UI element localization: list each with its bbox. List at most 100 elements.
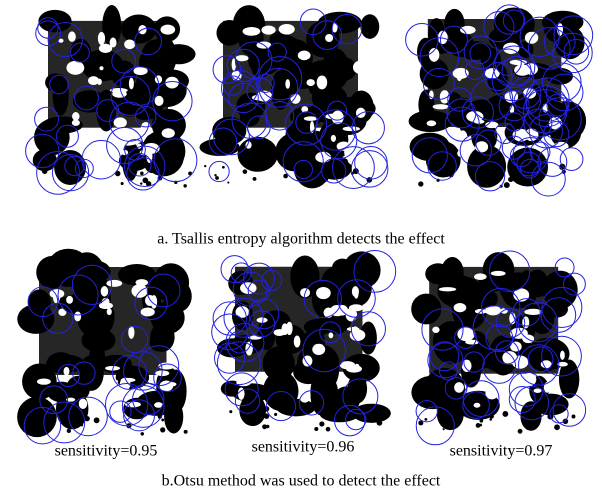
top-caption: a. Tsallis entropy algorithm detects the…: [157, 231, 445, 248]
detected-circle: [454, 326, 477, 349]
detected-circle: [502, 9, 526, 33]
detected-circle: [512, 298, 541, 327]
highlight: [97, 31, 106, 46]
highlight: [66, 295, 73, 304]
detected-circle: [248, 310, 276, 338]
detected-circle: [224, 372, 259, 407]
detected-circle: [121, 385, 165, 428]
detected-circle: [482, 350, 517, 384]
grape-image: [211, 250, 397, 437]
detected-circle: [57, 274, 99, 316]
detected-circle: [543, 120, 570, 148]
speckle: [227, 181, 230, 184]
detected-circle: [345, 408, 367, 431]
detected-circle: [211, 313, 248, 351]
highlight: [113, 117, 127, 128]
detected-circle: [514, 385, 550, 421]
detected-circle: [111, 48, 137, 74]
speckle: [60, 175, 64, 179]
detected-circle: [124, 138, 146, 161]
detected-circle: [282, 141, 324, 183]
detected-circle: [494, 48, 522, 76]
grape-blob: [359, 321, 377, 355]
highlight: [510, 341, 522, 352]
sensitivity-label: sensitivity=0.95: [55, 443, 158, 460]
highlight: [106, 279, 123, 287]
highlight: [133, 66, 148, 76]
detected-circle: [119, 66, 160, 106]
detected-circle: [70, 42, 90, 63]
detected-circle: [444, 376, 468, 400]
detected-circle: [132, 382, 165, 416]
highlight: [160, 24, 176, 35]
grape-blob: [352, 403, 391, 423]
highlight: [346, 365, 362, 373]
highlight: [439, 90, 450, 104]
detected-circle: [494, 4, 525, 35]
detected-circle: [469, 42, 492, 65]
detected-circle: [212, 55, 242, 84]
highlight: [235, 55, 249, 62]
detected-circle: [230, 262, 252, 284]
detected-circle: [541, 286, 583, 328]
highlight: [281, 323, 289, 336]
detected-circle: [213, 118, 250, 156]
highlight: [509, 59, 527, 66]
speckle: [204, 164, 207, 168]
detected-circle: [64, 155, 85, 177]
detected-circle: [243, 262, 275, 295]
speckle: [252, 177, 257, 181]
speckle: [503, 182, 510, 189]
highlight: [560, 350, 565, 360]
highlight: [316, 286, 331, 300]
detected-circle: [427, 151, 457, 181]
detected-circle: [462, 380, 500, 418]
speckle: [283, 173, 288, 179]
highlight: [543, 381, 551, 393]
highlight: [432, 104, 449, 110]
highlight: [352, 60, 368, 75]
detected-circle: [419, 37, 460, 78]
detected-circle: [327, 100, 348, 121]
detected-circle: [337, 279, 376, 318]
speckle: [508, 176, 514, 183]
highlight: [303, 116, 318, 121]
grape-blob: [507, 147, 549, 187]
detected-circle: [152, 80, 193, 122]
detected-circle: [545, 73, 584, 112]
highlight: [72, 112, 80, 121]
detected-circle: [562, 272, 586, 296]
detected-circle: [72, 361, 96, 385]
highlight: [475, 141, 489, 153]
speckle: [300, 164, 305, 169]
detected-circle: [74, 85, 99, 111]
detected-circle: [483, 61, 513, 92]
grape-blob: [467, 144, 507, 188]
detected-circle: [421, 308, 464, 351]
detected-circle: [405, 22, 439, 57]
detected-circle: [56, 364, 80, 387]
highlight: [297, 50, 311, 61]
detected-circle: [494, 340, 520, 365]
detected-circle: [462, 391, 490, 419]
speckle: [84, 416, 90, 422]
grape-blob: [141, 129, 186, 173]
grape-blob: [558, 359, 580, 399]
highlight: [461, 359, 472, 372]
detected-circle: [485, 324, 514, 352]
highlight: [100, 286, 109, 297]
detected-circle: [461, 96, 494, 129]
grape-blob: [360, 14, 380, 39]
highlight: [135, 279, 149, 286]
detected-circle: [495, 308, 526, 338]
highlight: [331, 22, 338, 33]
detected-circle: [222, 75, 244, 96]
highlight: [140, 307, 155, 317]
speckle: [140, 182, 143, 185]
highlight: [299, 388, 311, 403]
detected-circle: [530, 161, 566, 197]
highlight: [154, 95, 164, 106]
detected-circle: [228, 330, 252, 354]
highlight: [66, 397, 76, 402]
detected-circle: [293, 159, 313, 180]
